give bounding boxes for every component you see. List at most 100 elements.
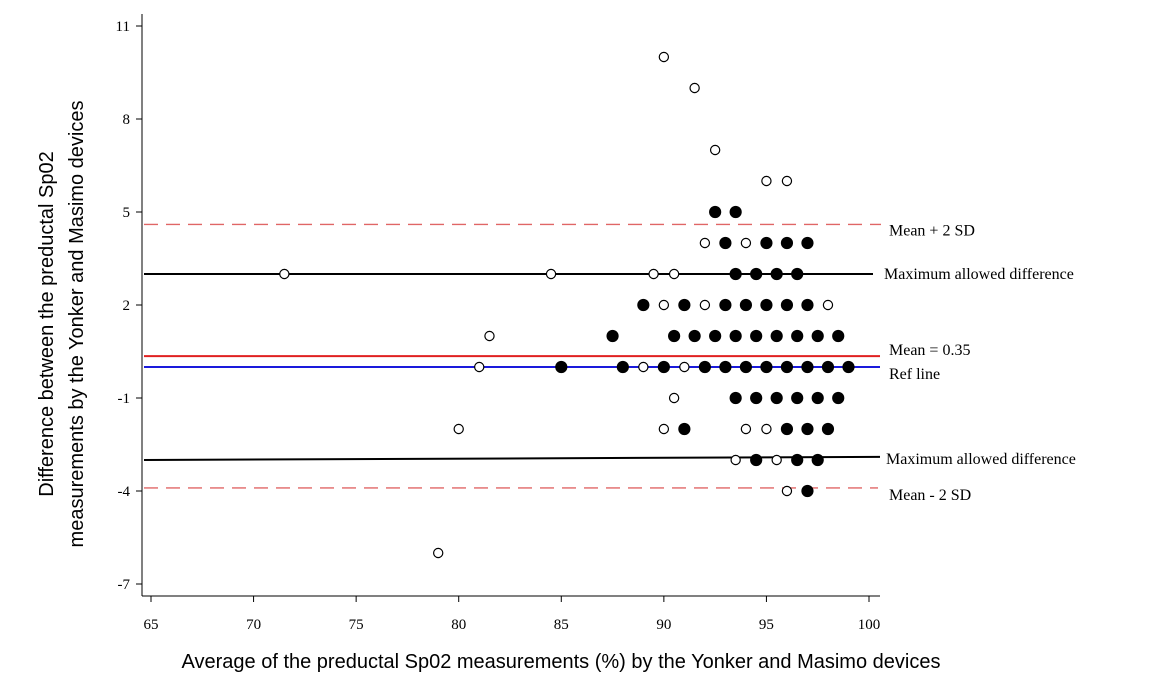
filled-point: [729, 391, 742, 405]
filled-point: [739, 360, 753, 374]
open-point: [279, 268, 290, 280]
open-point: [638, 361, 649, 373]
filled-point: [780, 298, 794, 312]
filled-point: [750, 329, 763, 343]
filled-point: [729, 267, 742, 281]
filled-point: [801, 360, 814, 374]
open-point: [740, 423, 752, 435]
y-tick-label: -4: [118, 484, 131, 500]
filled-point: [821, 422, 835, 436]
filled-point: [801, 236, 814, 250]
open-point: [781, 485, 793, 497]
filled-point: [811, 329, 824, 343]
filled-point: [760, 236, 773, 250]
open-point: [761, 175, 772, 187]
reference-line-label: Mean - 2 SD: [889, 487, 971, 504]
y-tick-label: 8: [123, 112, 131, 128]
filled-point: [729, 205, 742, 219]
filled-point: [760, 298, 773, 312]
open-point: [668, 268, 680, 280]
x-axis-ticks: 65 70 75 80 85 90 95 100: [144, 596, 881, 633]
open-point: [822, 299, 834, 311]
y-axis-ticks: -7 -4 -1 2 5 8 11: [116, 19, 142, 593]
filled-point: [791, 329, 804, 343]
filled-point: [668, 329, 681, 343]
reference-line-label: Mean = 0.35: [889, 342, 970, 359]
x-tick-label: 95: [759, 617, 774, 633]
open-point: [658, 423, 670, 435]
filled-point: [832, 329, 845, 343]
filled-point: [780, 236, 794, 250]
filled-point: [678, 298, 691, 312]
filled-point: [770, 391, 783, 405]
filled-point: [616, 360, 629, 374]
y-tick-label: 11: [116, 19, 130, 35]
filled-point: [821, 360, 835, 374]
filled-point: [750, 267, 763, 281]
filled-point: [750, 391, 763, 405]
reference-line: [143, 455, 881, 461]
filled-point: [719, 298, 732, 312]
y-tick-label: 5: [123, 205, 131, 221]
open-point: [658, 299, 670, 311]
filled-point: [801, 484, 814, 498]
open-point: [740, 237, 752, 249]
x-tick-label: 85: [554, 617, 569, 633]
filled-point: [719, 360, 732, 374]
open-point: [761, 423, 772, 435]
y-tick-label: 2: [123, 298, 131, 314]
filled-point: [709, 329, 722, 343]
reference-lines: [143, 223, 881, 489]
x-tick-label: 80: [451, 617, 466, 633]
reference-line-label: Mean + 2 SD: [889, 222, 975, 239]
y-axis-title-line-1: Difference between the preductal Sp02: [36, 151, 58, 496]
filled-point: [842, 360, 855, 374]
open-point: [730, 454, 741, 466]
x-tick-label: 75: [349, 617, 364, 633]
filled-point: [555, 360, 568, 374]
open-point: [709, 144, 721, 156]
filled-point: [780, 360, 794, 374]
reference-line-labels: Mean + 2 SD Maximum allowed difference Mea…: [884, 222, 1076, 504]
y-tick-label: -1: [118, 391, 131, 407]
open-point: [689, 82, 700, 94]
filled-point: [780, 422, 794, 436]
open-point: [484, 330, 495, 342]
open-point: [668, 392, 680, 404]
open-point: [658, 51, 670, 63]
open-point: [648, 268, 659, 280]
filled-point: [791, 267, 804, 281]
filled-point: [770, 329, 783, 343]
open-point: [474, 361, 485, 373]
open-point: [679, 361, 690, 373]
filled-point: [811, 453, 824, 467]
filled-point: [678, 422, 691, 436]
filled-point: [811, 391, 824, 405]
x-axis-title: Average of the preductal Sp02 measuremen…: [182, 651, 941, 673]
filled-point: [657, 360, 670, 374]
data-points: [279, 51, 855, 559]
filled-point: [801, 422, 814, 436]
filled-point: [791, 391, 804, 405]
filled-point: [709, 205, 722, 219]
filled-point: [801, 298, 814, 312]
open-point: [771, 454, 782, 466]
y-tick-label: -7: [118, 577, 131, 593]
axes: -7 -4 -1 2 5 8 11 65 70 75 80 85 90 95 100: [116, 14, 881, 633]
open-point: [699, 299, 711, 311]
filled-point: [791, 453, 804, 467]
filled-point: [719, 236, 732, 250]
x-tick-label: 70: [246, 617, 261, 633]
x-tick-label: 90: [656, 617, 671, 633]
filled-point: [760, 360, 773, 374]
reference-line-label: Maximum allowed difference: [886, 451, 1076, 468]
filled-point: [770, 267, 783, 281]
filled-point: [606, 329, 619, 343]
open-point: [699, 237, 711, 249]
filled-point: [832, 391, 845, 405]
filled-point: [698, 360, 711, 374]
filled-point: [637, 298, 650, 312]
x-tick-label: 100: [858, 617, 881, 633]
reference-line-label: Maximum allowed difference: [884, 266, 1074, 283]
